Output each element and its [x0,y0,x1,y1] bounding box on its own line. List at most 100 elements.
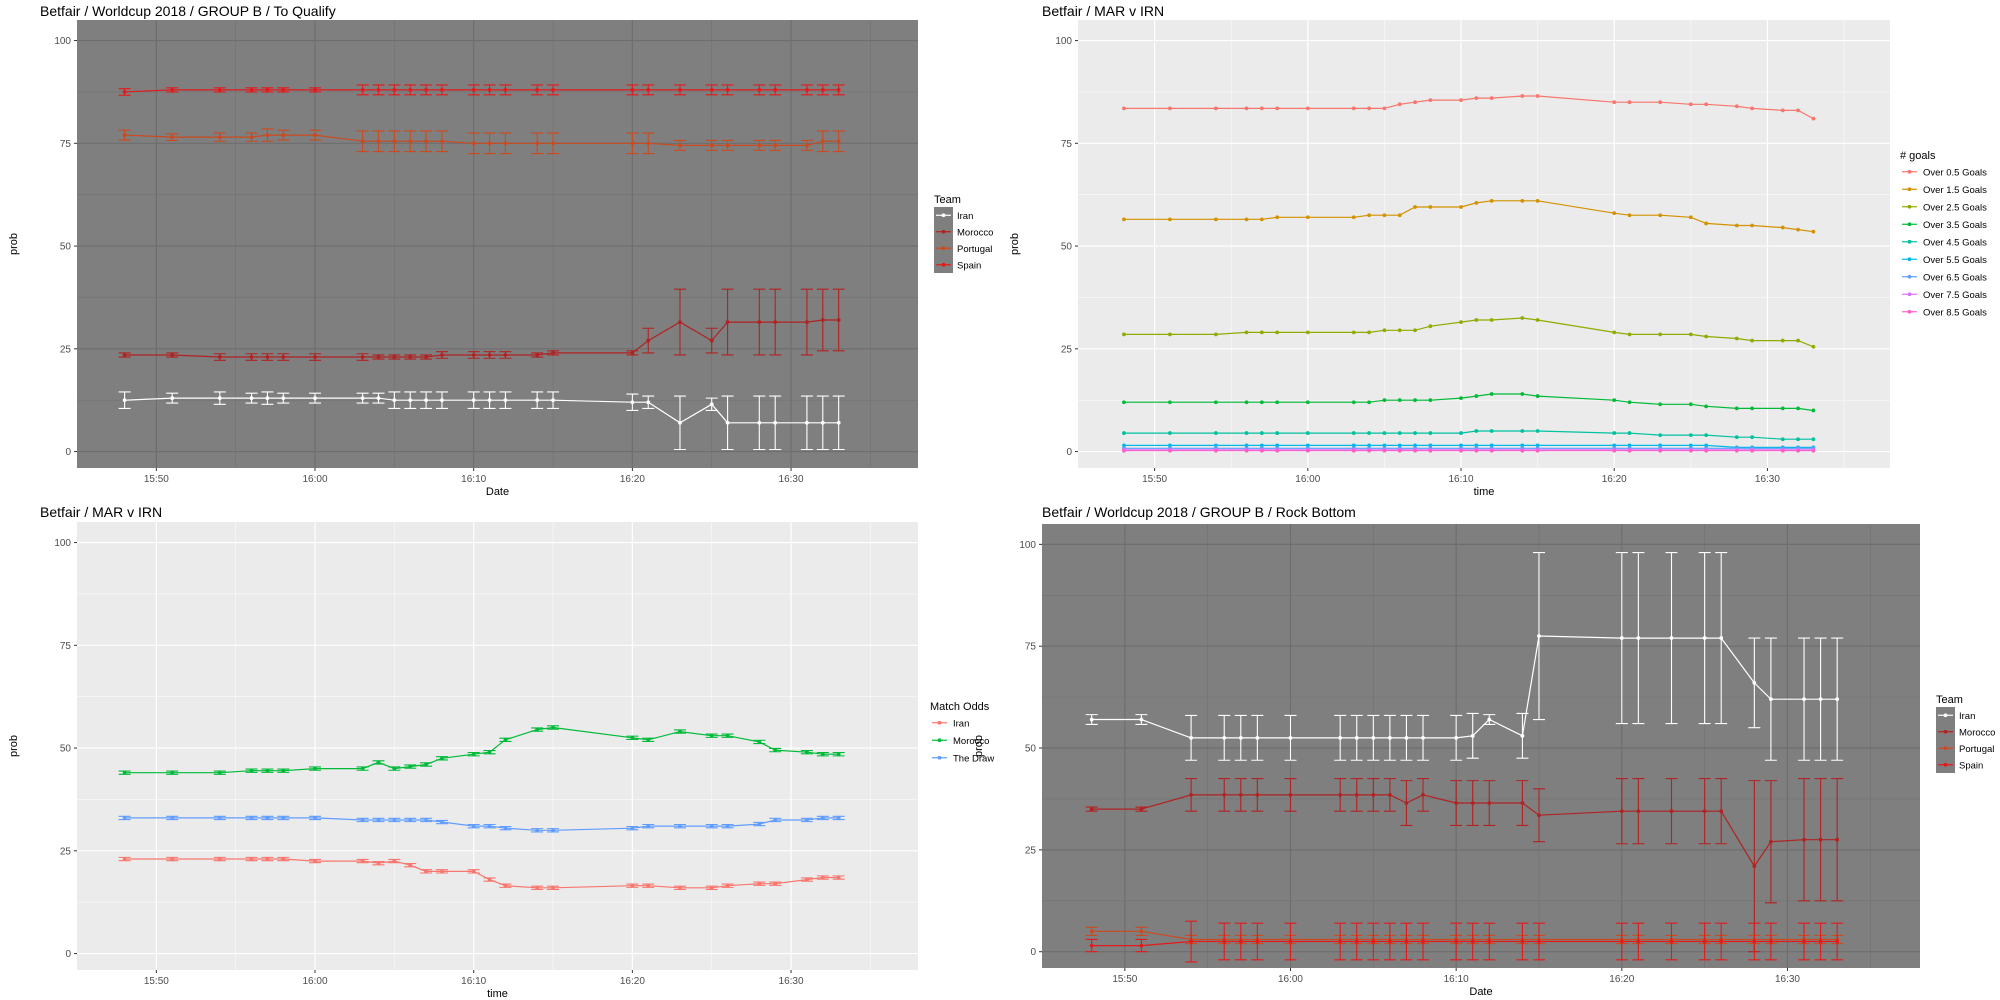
data-point [551,725,555,730]
data-point [1222,792,1227,797]
data-point [646,400,651,405]
data-point [503,87,508,92]
data-point [1222,735,1227,740]
data-point [1627,100,1632,105]
legend-label: Portugal [957,244,992,255]
legend-swatch-point [1907,204,1912,209]
data-point [1658,448,1663,453]
y-tick-label: 50 [1061,242,1073,253]
data-point [1474,96,1479,100]
y-tick-label: 0 [65,949,71,960]
data-point [709,143,714,148]
data-point [1354,792,1359,797]
data-point [1459,396,1463,401]
data-point [170,770,175,775]
data-point [408,139,413,144]
legend-swatch-point [1907,239,1912,244]
x-tick-label: 16:30 [1755,474,1780,485]
data-point [360,139,365,144]
data-point [217,355,222,359]
data-point [725,883,730,888]
plot-panel [1078,20,1890,468]
series-line [1124,444,1814,448]
data-point [678,320,682,324]
data-point [249,355,254,359]
data-point [1520,801,1525,805]
x-tick-label: 16:10 [1449,474,1474,485]
data-point [376,818,381,822]
data-point [1351,431,1356,435]
data-point [1168,332,1172,337]
data-point [1537,813,1541,818]
data-point [805,877,809,882]
data-point [1537,634,1541,638]
data-point [1139,943,1144,948]
data-point [1734,448,1739,453]
data-point [249,135,254,140]
data-point [281,396,286,401]
data-point [1520,392,1525,396]
legend-swatch-point [1907,222,1912,227]
data-point [1811,448,1816,453]
data-point [1535,429,1540,433]
legend-item: Morocco [936,227,993,238]
y-tick-label: 0 [1030,947,1036,958]
data-point [836,87,841,92]
data-point [773,748,778,753]
data-point [1658,433,1663,438]
data-point [217,135,222,140]
data-point [1404,801,1409,805]
data-point [1122,106,1126,111]
data-point [1704,443,1709,448]
legend-title: Team [1936,694,1963,706]
data-point [1367,431,1371,435]
data-point [1122,217,1126,222]
x-axis-label: time [1474,486,1495,498]
data-point [646,883,651,888]
data-point [1612,211,1617,216]
series-morocco [118,725,845,775]
data-point [630,400,635,405]
data-point [281,857,286,861]
data-point [440,398,444,403]
data-point [1487,717,1492,722]
legend-swatch-point [941,229,946,234]
series-line [1091,940,1838,947]
data-point [1413,328,1417,333]
data-point [1669,809,1674,814]
data-point [1168,443,1172,448]
data-point [805,320,809,324]
data-point [1213,332,1218,337]
data-point [503,826,508,831]
data-point [1168,106,1172,111]
legend-label: Portugal [1959,744,1994,755]
x-tick-label: 15:50 [1142,474,1167,485]
data-point [1354,735,1359,740]
data-point [678,420,682,425]
data-point [646,338,651,343]
data-point [1489,318,1494,322]
data-point [1802,697,1806,702]
legend-label: Morocco [953,736,989,747]
series-iran [1085,551,1844,761]
series-line [1091,635,1838,739]
data-point [709,338,714,343]
x-tick-label: 16:00 [1295,474,1320,485]
data-point [1780,225,1785,230]
data-point [1658,100,1663,105]
data-point [1796,406,1800,411]
data-point [757,420,762,425]
data-point [1619,939,1624,944]
x-tick-label: 16:00 [303,474,328,485]
data-point [265,768,270,773]
legend-swatch-point [937,720,942,725]
data-point [630,735,635,740]
series-line [1091,794,1838,868]
data-point [757,87,762,92]
series-line [124,817,839,831]
data-point [487,750,492,755]
data-point [820,87,825,92]
data-point [1474,394,1479,398]
legend-label: Morocco [957,227,993,238]
data-point [265,857,270,861]
